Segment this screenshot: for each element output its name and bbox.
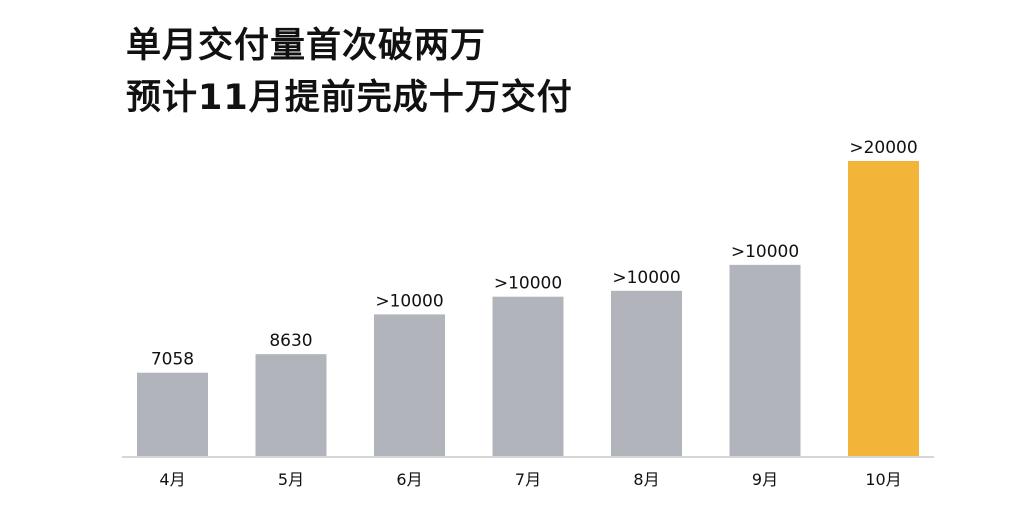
bar-5	[611, 290, 682, 456]
data-label-5: >10000	[612, 268, 680, 288]
x-tick-label-7: 10月	[865, 470, 901, 489]
data-label-1: 7058	[151, 350, 194, 370]
x-tick-label-3: 6月	[396, 470, 422, 489]
data-label-3: >10000	[375, 291, 443, 311]
x-tick-label-4: 7月	[515, 470, 541, 489]
data-label-4: >10000	[494, 274, 562, 294]
x-tick-label-1: 4月	[159, 470, 185, 489]
bar-7	[848, 161, 919, 456]
data-label-6: >10000	[731, 242, 799, 262]
x-tick-label-5: 8月	[633, 470, 659, 489]
x-tick-label-6: 9月	[752, 470, 778, 489]
title-line-2: 预计11月提前完成十万交付	[126, 78, 573, 118]
bar-6	[729, 264, 801, 456]
data-label-2: 8630	[269, 331, 312, 351]
title-line-1: 单月交付量首次破两万	[126, 26, 487, 66]
bar-2	[255, 354, 327, 456]
bar-3	[374, 314, 445, 456]
bar-1	[137, 372, 208, 456]
bar-4	[492, 296, 564, 456]
data-label-7: >20000	[849, 138, 917, 158]
x-tick-label-2: 5月	[278, 470, 304, 489]
chart-title: 单月交付量首次破两万 预计11月提前完成十万交付	[126, 20, 573, 124]
